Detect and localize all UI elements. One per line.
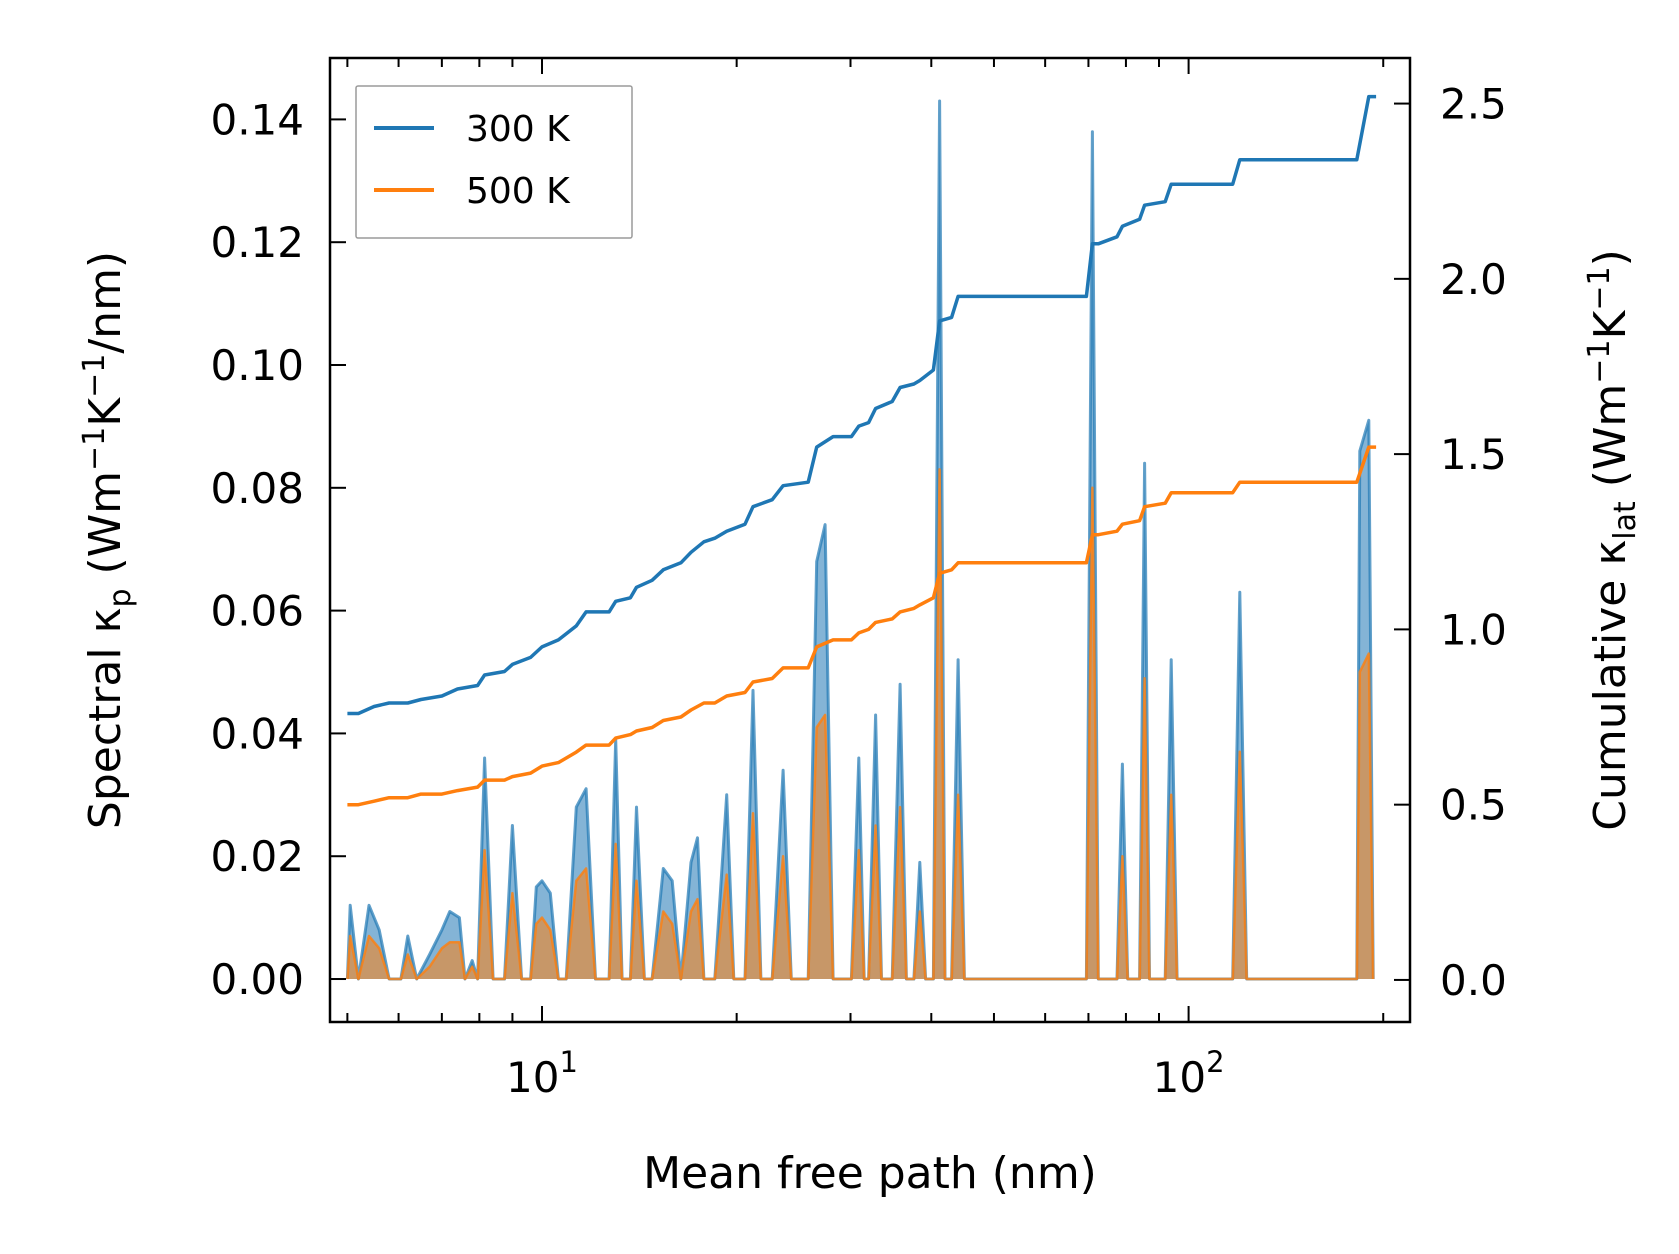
legend-label-300k: 300 K xyxy=(466,109,571,150)
left-y-tick-label: 0.10 xyxy=(210,341,304,390)
left-y-tick-label: 0.08 xyxy=(210,464,304,513)
right-y-tick-label: 2.5 xyxy=(1440,80,1507,129)
right-y-tick-label: 1.5 xyxy=(1440,430,1507,479)
right-y-tick-label: 0.5 xyxy=(1440,781,1507,830)
right-y-axis-title: Cumulative κlat (Wm−1K−1) xyxy=(1582,249,1643,831)
right-y-tick-label: 2.0 xyxy=(1440,255,1507,304)
legend-label-500k: 500 K xyxy=(466,171,571,212)
right-y-tick-label: 0.0 xyxy=(1440,956,1507,1005)
left-y-axis-title: Spectral κp (Wm−1K−1/nm) xyxy=(77,251,138,829)
left-y-tick-label: 0.00 xyxy=(210,955,304,1004)
x-tick-label: 101 xyxy=(506,1045,578,1102)
left-y-tick-label: 0.14 xyxy=(210,95,304,144)
left-y-axis-ticks: 0.00 0.02 0.04 0.06 0.08 0.10 0.12 0.14 xyxy=(210,95,346,1004)
left-y-tick-label: 0.12 xyxy=(210,218,304,267)
x-axis-ticks: 101 102 xyxy=(346,58,1385,1102)
right-y-axis-ticks: 0.0 0.5 1.0 1.5 2.0 2.5 xyxy=(1394,80,1507,1005)
left-y-tick-label: 0.06 xyxy=(210,587,304,636)
spectral-500k-outline xyxy=(346,468,1375,981)
x-tick-label: 102 xyxy=(1153,1045,1225,1102)
legend-box xyxy=(355,85,633,239)
left-y-tick-label: 0.02 xyxy=(210,832,304,881)
legend: 300 K 500 K xyxy=(355,85,633,239)
cumulative-300k-line xyxy=(347,94,1377,716)
plot-frame xyxy=(328,56,1412,1024)
left-y-tick-label: 0.04 xyxy=(210,709,304,758)
cumulative-500k-line xyxy=(347,445,1377,807)
x-axis-title: Mean free path (nm) xyxy=(643,1148,1097,1199)
right-y-tick-label: 1.0 xyxy=(1440,605,1507,654)
